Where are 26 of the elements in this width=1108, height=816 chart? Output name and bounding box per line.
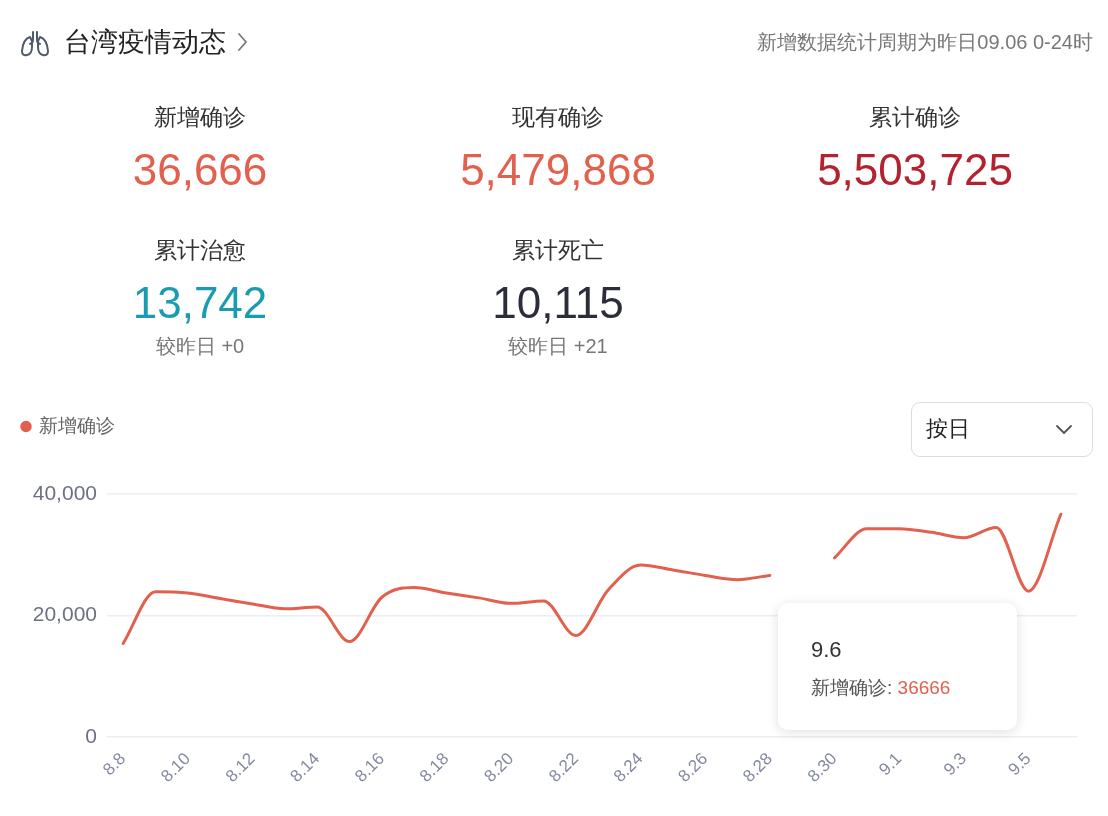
text: 5,479,868: [460, 145, 656, 194]
category-label: 累计死亡: [512, 236, 604, 265]
y-tick-label: 40,000: [32, 480, 97, 504]
y-tick-label: 20,000: [32, 602, 97, 626]
x-tick-label: 9.3: [939, 748, 970, 780]
text: 5,503,725: [817, 145, 1013, 194]
category-label: 新增确诊: [154, 103, 246, 132]
x-tick-label: 9.5: [1004, 748, 1035, 780]
category-label: 累计确诊: [869, 103, 961, 132]
x-tick-label: 8.8: [99, 748, 130, 780]
category-label: 现有确诊: [512, 103, 604, 132]
text: 台湾疫情动态: [64, 26, 226, 59]
y-tick-label: 0: [85, 723, 97, 747]
annotation: 9.6: [811, 636, 842, 664]
x-tick-label: 9.1: [875, 748, 906, 780]
text: 10,115: [492, 278, 624, 327]
dropdown-field[interactable]: 按日: [911, 402, 1093, 457]
tooltip-panel: 9.6 新增确诊: 36666: [778, 603, 1017, 730]
annotation: 新增确诊: 36666: [811, 677, 951, 698]
text: 新增数据统计周期为昨日09.06 0-24时: [757, 30, 1093, 55]
text: 36,666: [132, 145, 268, 194]
category-label: 累计治愈: [154, 236, 246, 265]
legend-label: 新增确诊: [38, 414, 115, 436]
text: 较昨日 +21: [508, 334, 608, 359]
text: 13,742: [132, 278, 268, 327]
text: 较昨日 +0: [155, 334, 245, 359]
